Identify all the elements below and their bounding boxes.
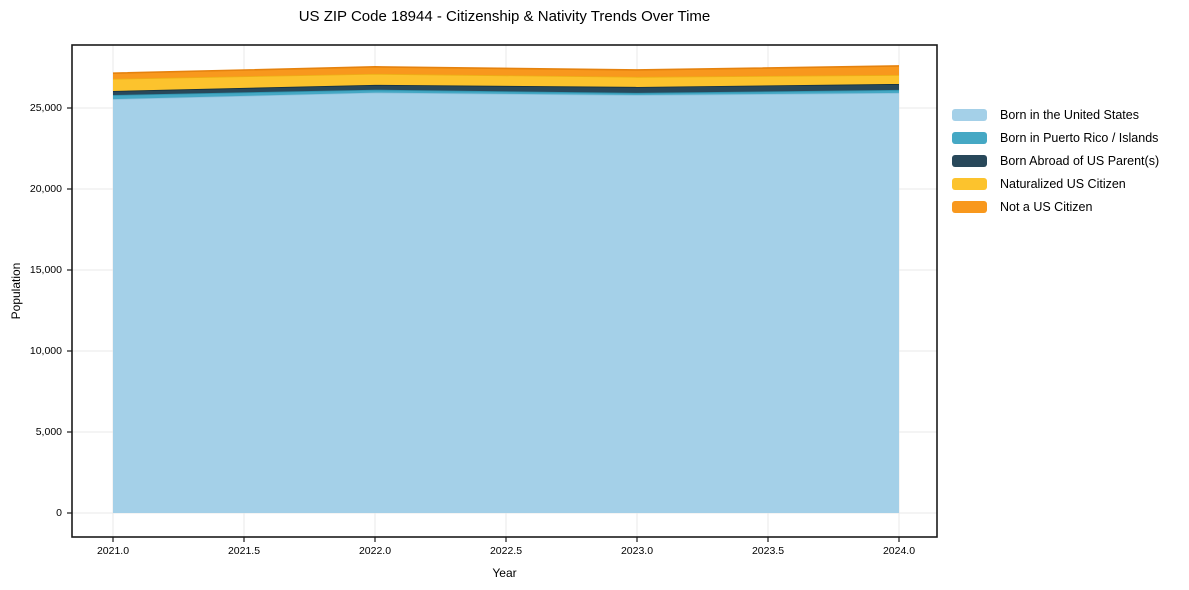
legend-item-4: Not a US Citizen — [952, 201, 1159, 213]
legend-swatch-icon — [952, 178, 987, 190]
y-tick-label: 20,000 — [29, 183, 62, 195]
legend-label: Born in the United States — [1000, 108, 1139, 122]
area-series-line-4 — [112, 65, 900, 74]
legend-swatch-icon — [952, 155, 987, 167]
y-tick-label: 5,000 — [35, 426, 62, 438]
legend-label: Born Abroad of US Parent(s) — [1000, 154, 1160, 168]
legend-label: Not a US Citizen — [1000, 200, 1093, 214]
y-tick-label: 15,000 — [29, 264, 62, 276]
area-series-3 — [113, 73, 899, 91]
legend: Born in the United States Born in Puerto … — [952, 109, 1159, 224]
x-tick-label: 2022.5 — [489, 545, 523, 557]
x-tick-label: 2021.5 — [227, 545, 261, 557]
y-tick-label: 0 — [56, 507, 62, 519]
chart-title: US ZIP Code 18944 - Citizenship & Nativi… — [298, 8, 711, 25]
y-tick-label: 25,000 — [29, 102, 62, 114]
legend-item-2: Born Abroad of US Parent(s) — [952, 155, 1159, 167]
x-tick-label: 2022.0 — [358, 545, 392, 557]
area-series-1 — [113, 89, 899, 100]
legend-item-0: Born in the United States — [952, 109, 1159, 121]
y-tick-label: 10,000 — [29, 345, 62, 357]
area-series-0 — [113, 92, 899, 514]
legend-item-3: Naturalized US Citizen — [952, 178, 1159, 190]
plot-border — [71, 44, 938, 538]
x-axis-title: Year — [492, 566, 517, 580]
legend-swatch-icon — [952, 201, 987, 213]
legend-item-1: Born in Puerto Rico / Islands — [952, 132, 1159, 144]
legend-swatch-icon — [952, 109, 987, 121]
x-tick-label: 2023.0 — [620, 545, 654, 557]
x-tick-label: 2021.0 — [96, 545, 130, 557]
x-tick-label: 2023.5 — [751, 545, 785, 557]
x-tick-label: 2024.0 — [882, 545, 916, 557]
legend-label: Naturalized US Citizen — [1000, 177, 1126, 191]
legend-swatch-icon — [952, 132, 987, 144]
legend-label: Born in Puerto Rico / Islands — [1000, 131, 1159, 145]
